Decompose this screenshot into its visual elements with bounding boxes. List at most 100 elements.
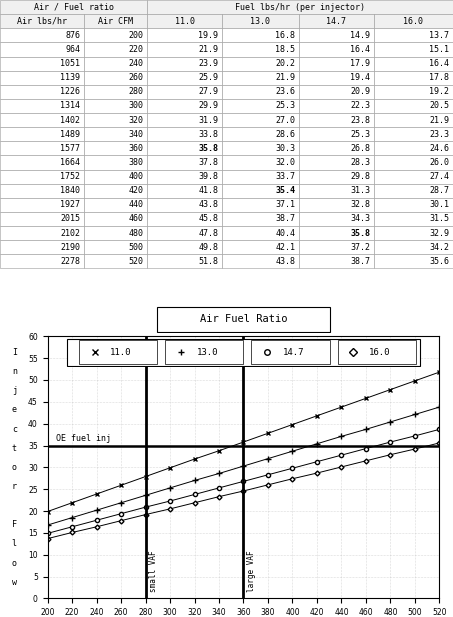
Text: 1664: 1664: [60, 158, 80, 167]
FancyBboxPatch shape: [299, 141, 374, 155]
FancyBboxPatch shape: [147, 155, 222, 170]
Text: 420: 420: [129, 186, 144, 195]
Text: e: e: [12, 405, 17, 415]
FancyBboxPatch shape: [84, 226, 147, 240]
FancyBboxPatch shape: [299, 14, 374, 28]
FancyBboxPatch shape: [374, 240, 453, 254]
FancyBboxPatch shape: [299, 113, 374, 127]
Text: 20.9: 20.9: [350, 88, 370, 96]
FancyBboxPatch shape: [147, 127, 222, 141]
Text: 1051: 1051: [60, 59, 80, 68]
Text: 25.9: 25.9: [198, 73, 218, 82]
FancyBboxPatch shape: [337, 341, 416, 364]
Text: 16.4: 16.4: [429, 59, 449, 68]
Text: small VAF: small VAF: [149, 550, 158, 592]
Text: 37.8: 37.8: [198, 158, 218, 167]
Text: 520: 520: [129, 257, 144, 266]
Text: 35.6: 35.6: [429, 257, 449, 266]
Text: 49.8: 49.8: [198, 242, 218, 252]
Text: Air Fuel Ratio: Air Fuel Ratio: [200, 313, 287, 324]
Text: 35.8: 35.8: [350, 228, 370, 238]
FancyBboxPatch shape: [0, 0, 147, 14]
FancyBboxPatch shape: [0, 14, 84, 28]
Text: 460: 460: [129, 215, 144, 223]
FancyBboxPatch shape: [0, 141, 84, 155]
FancyBboxPatch shape: [84, 127, 147, 141]
FancyBboxPatch shape: [222, 70, 299, 85]
FancyBboxPatch shape: [147, 28, 222, 43]
Text: 31.9: 31.9: [198, 115, 218, 125]
FancyBboxPatch shape: [222, 14, 299, 28]
Text: 14.7: 14.7: [326, 17, 347, 26]
FancyBboxPatch shape: [374, 28, 453, 43]
FancyBboxPatch shape: [222, 141, 299, 155]
Text: n: n: [12, 367, 17, 376]
Text: 11.0: 11.0: [110, 348, 132, 357]
FancyBboxPatch shape: [299, 240, 374, 254]
Text: 43.8: 43.8: [198, 201, 218, 209]
Text: 2190: 2190: [60, 242, 80, 252]
Text: 37.2: 37.2: [350, 242, 370, 252]
Text: 200: 200: [129, 31, 144, 40]
FancyBboxPatch shape: [84, 212, 147, 226]
Text: t: t: [12, 444, 17, 453]
FancyBboxPatch shape: [84, 57, 147, 70]
FancyBboxPatch shape: [0, 85, 84, 99]
FancyBboxPatch shape: [147, 99, 222, 113]
Text: 1139: 1139: [60, 73, 80, 82]
Text: 29.9: 29.9: [198, 101, 218, 110]
FancyBboxPatch shape: [222, 85, 299, 99]
FancyBboxPatch shape: [0, 254, 84, 268]
FancyBboxPatch shape: [0, 226, 84, 240]
Text: 11.0: 11.0: [174, 17, 195, 26]
FancyBboxPatch shape: [374, 184, 453, 198]
FancyBboxPatch shape: [0, 184, 84, 198]
FancyBboxPatch shape: [222, 184, 299, 198]
FancyBboxPatch shape: [374, 113, 453, 127]
Text: 500: 500: [129, 242, 144, 252]
Text: r: r: [12, 482, 17, 491]
Text: 40.4: 40.4: [275, 228, 295, 238]
FancyBboxPatch shape: [0, 70, 84, 85]
FancyBboxPatch shape: [147, 212, 222, 226]
FancyBboxPatch shape: [251, 341, 330, 364]
FancyBboxPatch shape: [84, 141, 147, 155]
FancyBboxPatch shape: [299, 226, 374, 240]
FancyBboxPatch shape: [147, 240, 222, 254]
Text: 220: 220: [129, 45, 144, 54]
Text: F: F: [12, 520, 17, 529]
FancyBboxPatch shape: [147, 113, 222, 127]
Text: 25.3: 25.3: [350, 130, 370, 139]
FancyBboxPatch shape: [374, 99, 453, 113]
Text: 23.9: 23.9: [198, 59, 218, 68]
Text: 20.5: 20.5: [429, 101, 449, 110]
Text: 28.7: 28.7: [429, 186, 449, 195]
FancyBboxPatch shape: [84, 240, 147, 254]
FancyBboxPatch shape: [147, 226, 222, 240]
FancyBboxPatch shape: [147, 198, 222, 212]
Text: 28.6: 28.6: [275, 130, 295, 139]
Text: 23.8: 23.8: [350, 115, 370, 125]
FancyBboxPatch shape: [374, 155, 453, 170]
Text: 440: 440: [129, 201, 144, 209]
Text: large VAF: large VAF: [247, 550, 256, 592]
Text: 43.8: 43.8: [275, 257, 295, 266]
Text: 34.2: 34.2: [429, 242, 449, 252]
FancyBboxPatch shape: [222, 43, 299, 57]
FancyBboxPatch shape: [299, 57, 374, 70]
Text: 35.8: 35.8: [198, 144, 218, 153]
Text: Fuel lbs/hr (per injector): Fuel lbs/hr (per injector): [235, 2, 365, 12]
Text: 876: 876: [65, 31, 80, 40]
Text: 380: 380: [129, 158, 144, 167]
FancyBboxPatch shape: [222, 155, 299, 170]
FancyBboxPatch shape: [147, 170, 222, 184]
FancyBboxPatch shape: [374, 198, 453, 212]
Text: c: c: [12, 424, 17, 434]
FancyBboxPatch shape: [299, 155, 374, 170]
FancyBboxPatch shape: [222, 28, 299, 43]
Text: 37.1: 37.1: [275, 201, 295, 209]
Text: 30.3: 30.3: [275, 144, 295, 153]
Text: 25.3: 25.3: [275, 101, 295, 110]
Text: 27.0: 27.0: [275, 115, 295, 125]
FancyBboxPatch shape: [0, 240, 84, 254]
